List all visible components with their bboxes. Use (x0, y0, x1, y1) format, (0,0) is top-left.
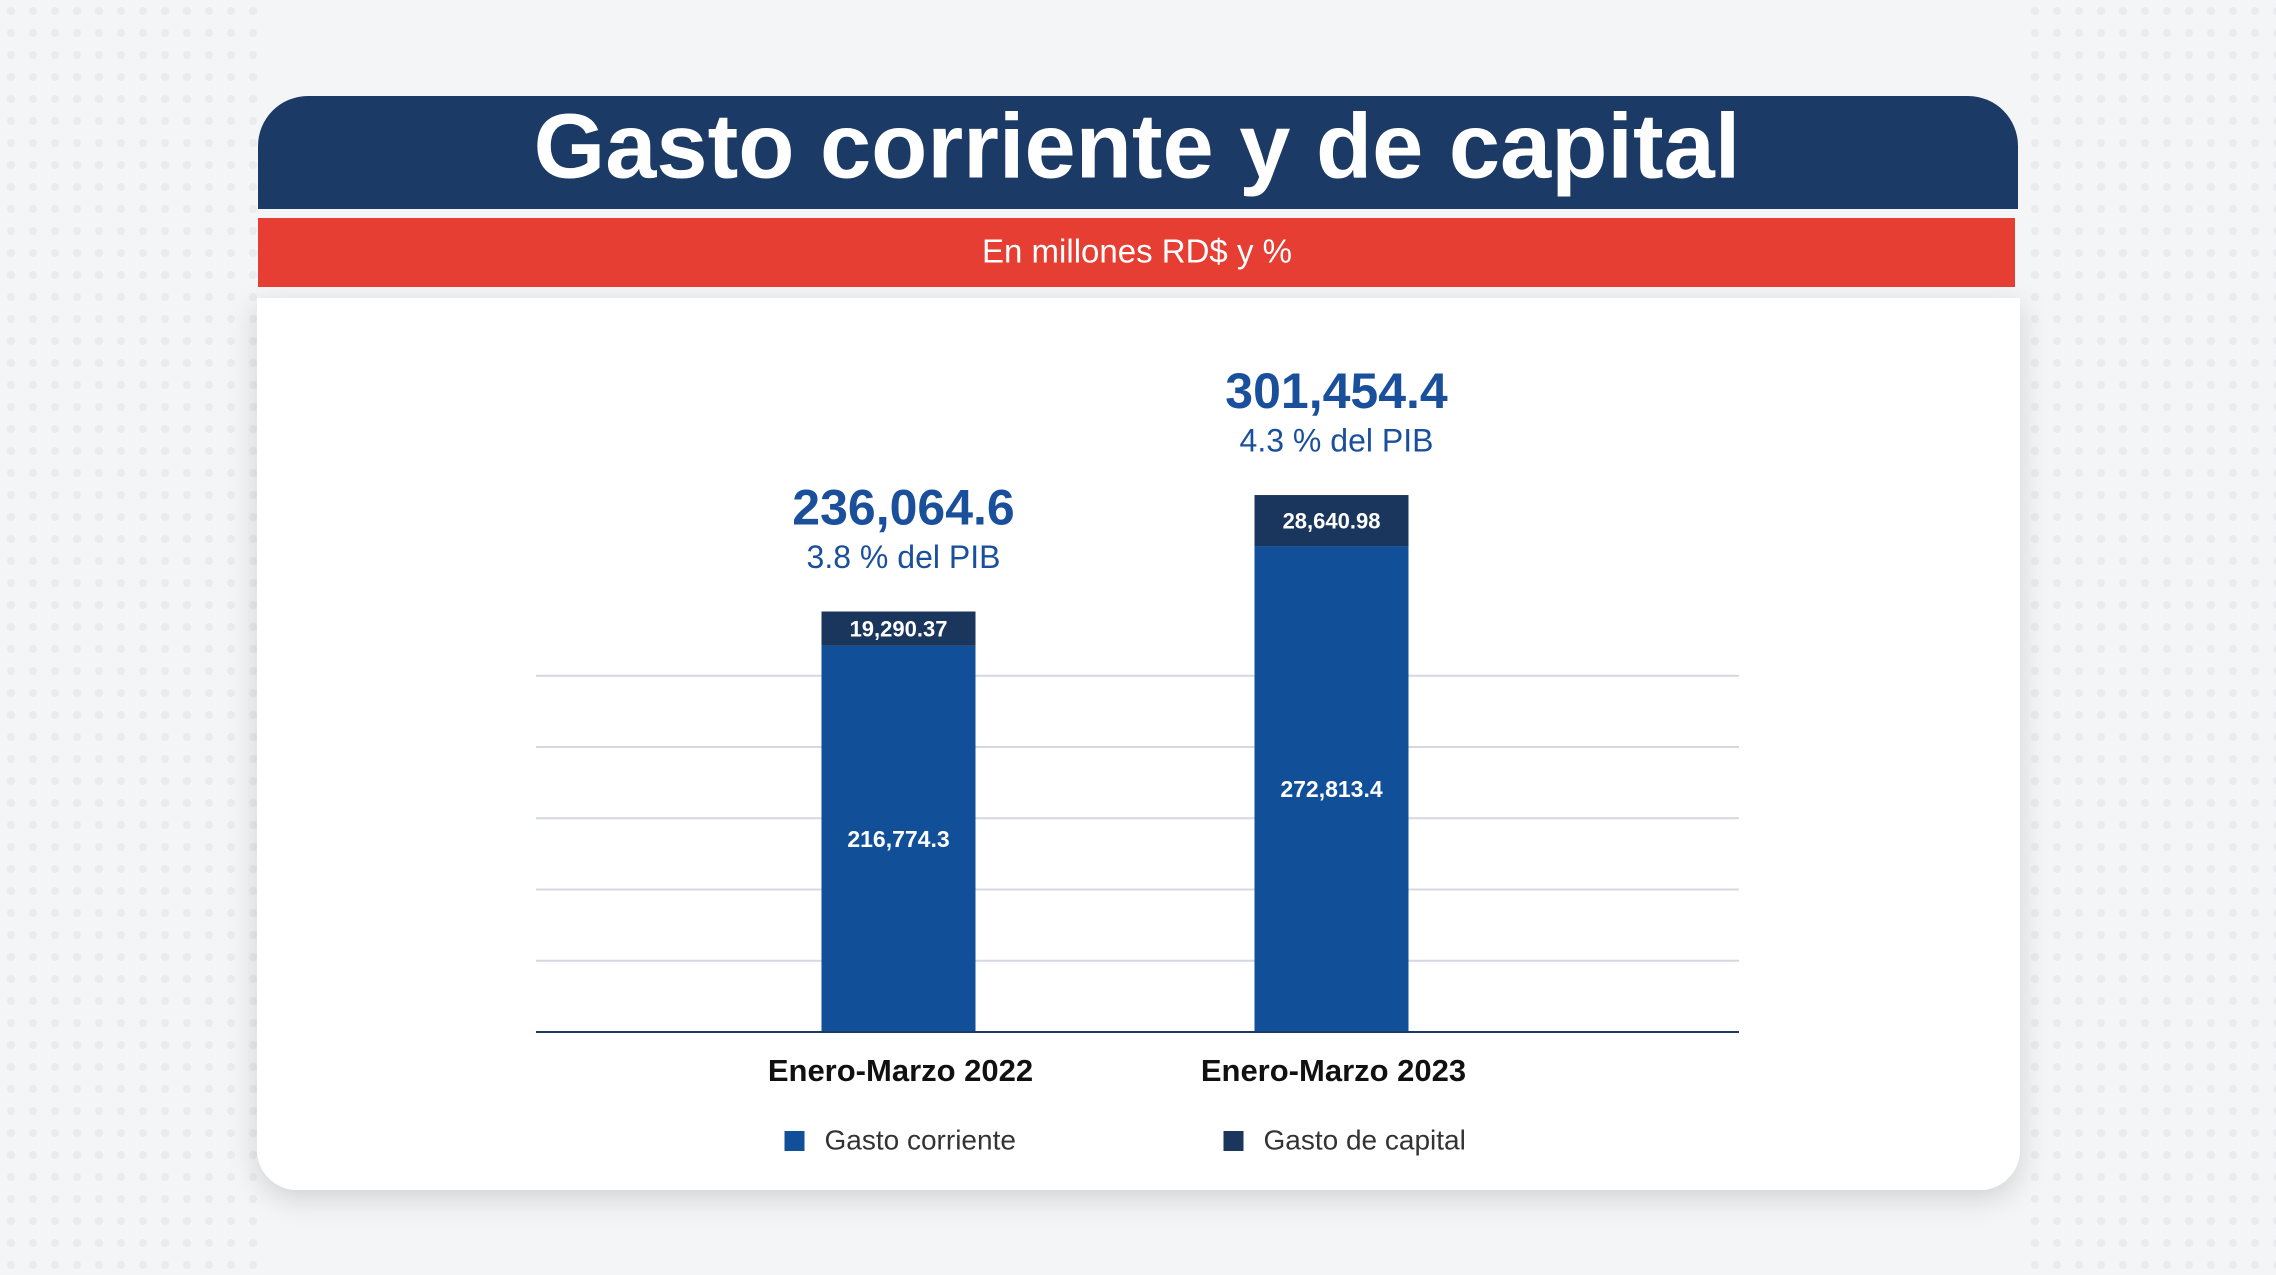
dot-pattern (2030, 0, 2276, 1275)
bar-segment (821, 645, 976, 1032)
bar-segment (1254, 546, 1409, 1032)
data-label: 19,290.37 (850, 617, 948, 642)
legend-label: Gasto de capital (1264, 1124, 1466, 1155)
legend-label: Gasto corriente (825, 1124, 1016, 1155)
legend-swatch (1223, 1131, 1244, 1151)
total-label: 301,454.4 (1225, 363, 1448, 419)
total-label: 236,064.6 (792, 480, 1014, 536)
legend-swatch (784, 1131, 805, 1151)
data-label: 28,640.98 (1283, 508, 1381, 533)
x-tick-label: Enero-Marzo 2023 (1201, 1053, 1466, 1088)
header (258, 96, 2018, 209)
bar-segment (1254, 495, 1409, 547)
card (257, 298, 2020, 1190)
data-label: 216,774.3 (847, 826, 949, 852)
dot-pattern (0, 0, 260, 1275)
chart-title: Gasto corriente y de capital (534, 95, 1741, 197)
subtitle-band (258, 218, 2015, 287)
total-note: 3.8 % del PIB (807, 539, 1001, 575)
bar-segment (821, 611, 976, 646)
data-label: 272,813.4 (1280, 776, 1383, 802)
x-tick-label: Enero-Marzo 2022 (768, 1053, 1033, 1088)
chart-subtitle: En millones RD$ y % (982, 233, 1292, 270)
total-note: 4.3 % del PIB (1240, 422, 1434, 458)
